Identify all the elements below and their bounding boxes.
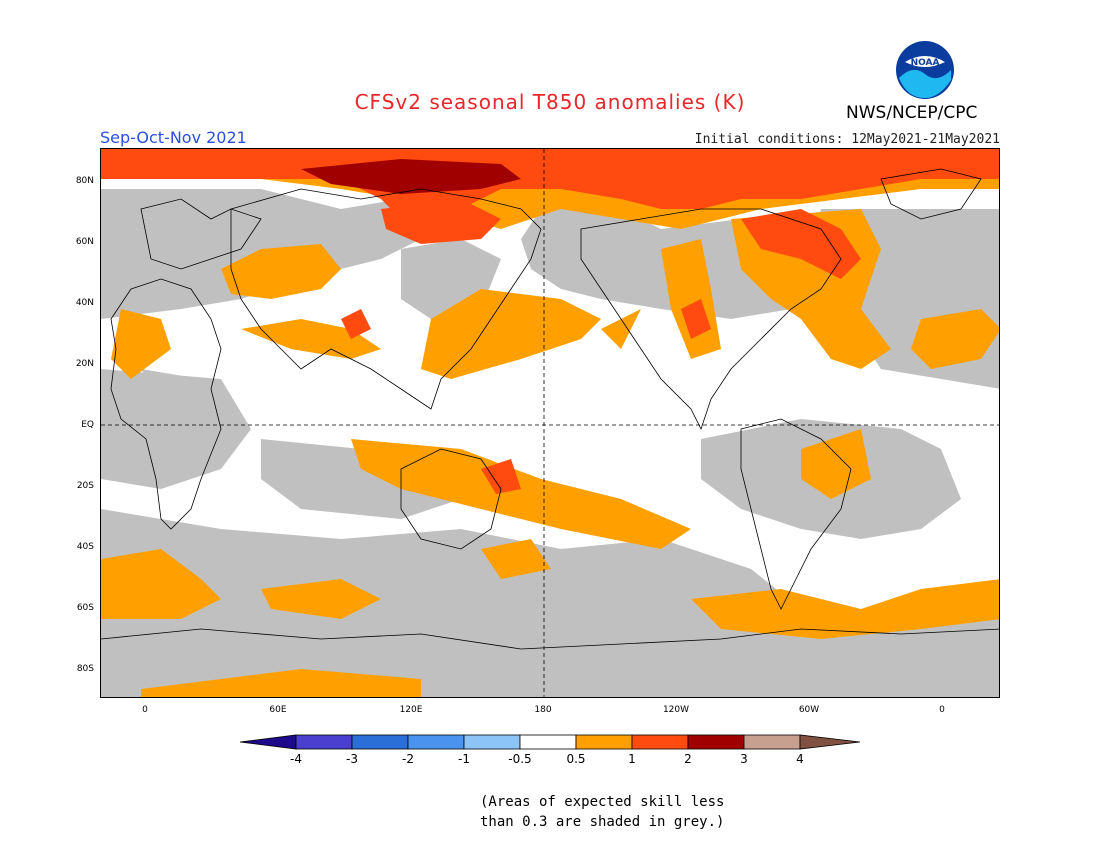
lon-label-60e: 60E [269, 705, 287, 715]
map-title: CFSv2 seasonal T850 anomalies (K) [354, 90, 746, 114]
colorbar-swatch-6 [575, 734, 633, 750]
colorbar-swatch-7 [631, 734, 689, 750]
colorbar-label-1: -3 [346, 752, 358, 766]
anomaly-map [100, 148, 1000, 698]
skill-note: (Areas of expected skill less than 0.3 a… [480, 792, 724, 832]
lat-label-60s: 60S [76, 603, 94, 613]
lon-label-60w: 60W [798, 705, 820, 715]
lon-label-120w: 120W [662, 705, 690, 715]
colorbar-swatch-9 [743, 734, 801, 750]
colorbar-label-6: 1 [628, 752, 636, 766]
lat-label-40s: 40S [76, 542, 94, 552]
colorbar-label-0: -4 [290, 752, 302, 766]
warm-anomaly-hot [301, 159, 521, 194]
colorbar-swatch-1 [295, 734, 353, 750]
season-label: Sep-Oct-Nov 2021 [100, 128, 247, 147]
lat-label-20n: 20N [75, 359, 94, 369]
colorbar-swatch-2 [351, 734, 409, 750]
lat-label-60n: 60N [75, 237, 94, 247]
agency-label: NWS/NCEP/CPC [846, 103, 978, 123]
lat-label-eq: EQ [81, 420, 94, 430]
lat-label-80n: 80N [75, 176, 94, 186]
colorbar-label-2: -2 [402, 752, 414, 766]
lon-label-180: 180 [534, 705, 552, 715]
coastlines [101, 168, 999, 650]
lon-label-0-right: 0 [939, 705, 945, 715]
lat-label-80s: 80S [76, 664, 94, 674]
colorbar-label-4: -0.5 [508, 752, 532, 766]
colorbar-swatch-0 [240, 734, 297, 750]
colorbar-label-9: 4 [796, 752, 804, 766]
colorbar-swatch-4 [463, 734, 521, 750]
colorbar [240, 734, 861, 750]
skill-note-line-2: than 0.3 are shaded in grey.) [480, 814, 725, 830]
anomaly-map-canvas [101, 149, 999, 697]
skill-note-line-1: (Areas of expected skill less [480, 794, 725, 810]
colorbar-label-7: 2 [684, 752, 692, 766]
lon-label-120e: 120E [399, 705, 423, 715]
colorbar-swatch-3 [407, 734, 465, 750]
lon-label-0: 0 [142, 705, 148, 715]
noaa-logo: NOAA [896, 41, 954, 99]
colorbar-label-5: 0.5 [566, 752, 586, 766]
initial-conditions-label: Initial conditions: 12May2021-21May2021 [694, 132, 1000, 147]
warm-anomaly-strong [101, 149, 999, 494]
colorbar-label-3: -1 [458, 752, 470, 766]
colorbar-label-8: 3 [740, 752, 748, 766]
colorbar-swatch-10 [799, 734, 861, 750]
lat-label-20s: 20S [76, 481, 94, 491]
noaa-logo-text: NOAA [911, 58, 940, 68]
colorbar-swatch-8 [687, 734, 745, 750]
lat-label-40n: 40N [75, 298, 94, 308]
colorbar-swatch-5 [519, 734, 577, 750]
